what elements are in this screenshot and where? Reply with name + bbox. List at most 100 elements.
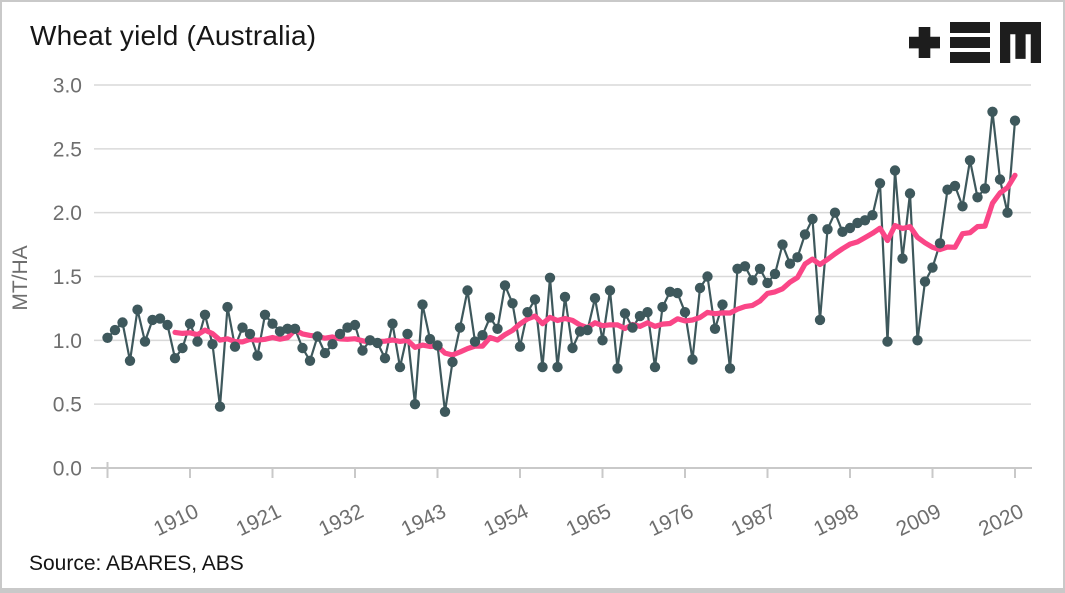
data-point-marker	[162, 319, 173, 331]
data-point-marker	[814, 314, 826, 326]
data-point-marker	[522, 307, 533, 318]
data-point-marker	[304, 355, 316, 366]
data-point-marker	[199, 309, 211, 320]
data-point-marker	[372, 337, 383, 349]
chart-title: Wheat yield (Australia)	[30, 20, 317, 51]
data-point-marker	[769, 268, 781, 280]
data-point-marker	[192, 336, 203, 347]
triple-bar-icon	[950, 22, 990, 63]
data-point-marker	[589, 293, 601, 304]
data-point-marker	[492, 323, 503, 334]
data-point-marker	[844, 222, 856, 234]
data-point-marker	[514, 341, 526, 352]
data-point-marker	[829, 207, 841, 218]
data-point-marker	[792, 252, 803, 263]
data-point-marker	[462, 285, 473, 296]
data-point-marker	[949, 180, 961, 192]
data-point-marker	[139, 336, 151, 347]
data-point-marker	[777, 239, 788, 250]
data-point-marker	[214, 401, 226, 412]
data-point-marker	[702, 271, 713, 282]
data-point-marker	[904, 188, 916, 199]
data-point-marker	[927, 262, 938, 273]
data-point-marker	[424, 333, 436, 345]
data-point-marker	[724, 363, 736, 374]
data-point-marker	[207, 339, 218, 350]
data-point-marker	[642, 307, 653, 318]
data-point-marker	[1002, 207, 1013, 218]
data-point-marker	[784, 258, 796, 269]
data-point-marker	[694, 282, 706, 294]
data-point-marker	[972, 192, 983, 203]
data-point-marker	[394, 361, 406, 373]
data-point-marker	[529, 294, 541, 305]
data-point-marker	[439, 406, 451, 417]
data-point-marker	[807, 213, 818, 225]
data-point-marker	[717, 299, 728, 310]
data-point-marker	[169, 353, 181, 364]
x-tick-label: 1998	[810, 500, 862, 541]
data-point-marker	[282, 323, 293, 334]
data-point-marker	[964, 155, 976, 166]
data-point-marker	[994, 174, 1006, 185]
data-point-marker	[649, 361, 661, 373]
data-point-marker	[687, 354, 698, 365]
data-point-marker	[102, 332, 113, 343]
data-point-marker	[627, 322, 638, 333]
data-point-marker	[447, 356, 458, 368]
data-point-marker	[657, 301, 668, 313]
data-point-marker	[154, 313, 166, 324]
data-point-marker	[409, 399, 421, 410]
data-point-marker	[559, 291, 571, 303]
data-point-marker	[867, 210, 878, 221]
data-point-marker	[327, 339, 338, 350]
data-point-marker	[349, 319, 361, 331]
data-point-marker	[1009, 115, 1021, 126]
data-point-marker	[604, 285, 616, 296]
x-tick-label: 1965	[563, 500, 615, 541]
data-point-marker	[799, 229, 811, 240]
data-point-marker	[822, 224, 833, 235]
data-point-marker	[477, 330, 488, 341]
data-point-marker	[109, 324, 121, 336]
data-point-marker	[567, 342, 578, 354]
data-point-marker	[582, 324, 593, 336]
x-tick-label: 1932	[315, 500, 367, 541]
data-point-marker	[319, 347, 331, 359]
data-point-marker	[469, 336, 481, 347]
data-point-marker	[454, 322, 466, 333]
data-point-marker	[882, 336, 893, 347]
x-tick-label: 1954	[480, 500, 532, 541]
x-tick-label: 1943	[398, 500, 450, 541]
x-tick-label: 1921	[233, 500, 285, 541]
data-point-marker	[919, 276, 931, 287]
data-point-marker	[679, 307, 691, 318]
data-point-marker	[754, 263, 766, 274]
m-icon	[1000, 22, 1041, 63]
data-point-marker	[252, 350, 263, 361]
x-tick-label: 1987	[728, 500, 780, 541]
data-point-marker	[912, 335, 923, 346]
data-point-marker	[987, 106, 998, 118]
data-point-marker	[762, 277, 773, 289]
x-tick-label: 1910	[150, 500, 202, 541]
data-point-marker	[259, 309, 271, 320]
data-point-marker	[544, 272, 556, 283]
y-tick-label: 2.0	[53, 202, 82, 225]
data-point-marker	[709, 323, 721, 334]
data-point-marker	[957, 201, 968, 212]
data-point-marker	[132, 304, 143, 315]
data-point-marker	[402, 328, 413, 340]
y-tick-label: 1.0	[53, 330, 82, 353]
data-point-marker	[979, 183, 991, 194]
x-tick-label: 2020	[975, 500, 1027, 541]
data-point-marker	[124, 355, 136, 366]
data-point-marker	[619, 308, 631, 319]
data-point-marker	[297, 342, 308, 354]
data-point-marker	[379, 353, 391, 364]
data-point-marker	[229, 341, 241, 352]
y-tick-label: 1.5	[53, 266, 82, 289]
data-point-marker	[934, 238, 946, 249]
